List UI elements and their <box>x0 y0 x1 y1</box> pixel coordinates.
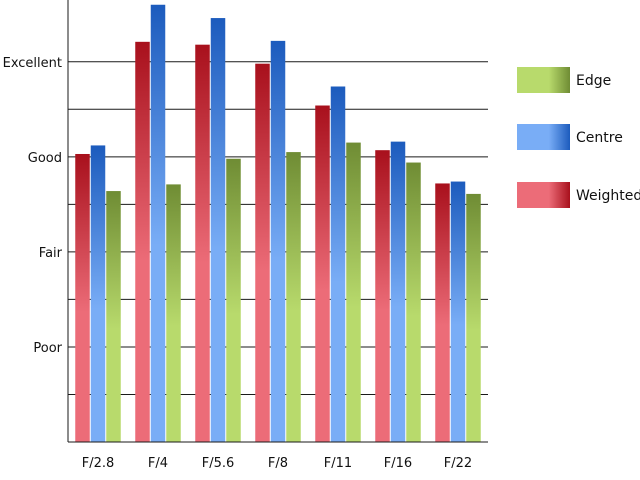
bar-edge-f-2-8 <box>106 191 121 442</box>
y-tick-label: Excellent <box>3 56 62 71</box>
axes <box>67 0 488 443</box>
legend-swatch <box>517 182 570 208</box>
bar-centre-f-4 <box>150 4 166 442</box>
bar-weighted-f-5-6 <box>195 44 210 443</box>
bar-weighted-f-4 <box>135 41 150 442</box>
legend-item-edge: Edge <box>517 67 611 93</box>
bar-centre-f-16 <box>390 141 406 442</box>
bar-centre-f-2-8 <box>90 145 106 442</box>
x-tick-label: F/5.6 <box>202 456 235 471</box>
x-tick-label: F/11 <box>324 456 352 471</box>
legend-label: Weighted <box>576 188 640 204</box>
x-tick-label: F/8 <box>268 456 288 471</box>
bar-edge-f-11 <box>346 142 361 442</box>
legend-label: Centre <box>576 130 623 146</box>
bar-edge-f-16 <box>406 162 421 443</box>
legend-item-weighted: Weighted <box>517 182 640 208</box>
bar-edge-f-22 <box>466 193 481 442</box>
x-tick-label: F/2.8 <box>82 456 115 471</box>
x-tick-label: F/16 <box>384 456 412 471</box>
bar-centre-f-11 <box>330 86 346 442</box>
bar-centre-f-5-6 <box>210 18 226 443</box>
bar-weighted-f-22 <box>435 183 450 442</box>
bar-weighted-f-8 <box>255 63 270 442</box>
x-tick-label: F/4 <box>148 456 168 471</box>
bar-centre-f-22 <box>450 181 466 443</box>
legend-item-centre: Centre <box>517 124 623 150</box>
y-tick-label: Good <box>28 151 62 166</box>
bars <box>75 4 481 443</box>
x-tick-labels: F/2.8 F/4 F/5.6 F/8 F/11 F/16 F/22 <box>82 456 472 471</box>
bar-weighted-f-11 <box>315 105 330 442</box>
x-tick-label: F/22 <box>444 456 472 471</box>
legend-swatch <box>517 67 570 93</box>
y-tick-labels: Poor Fair Good Excellent <box>3 56 63 356</box>
legend-label: Edge <box>576 73 611 89</box>
legend-swatch <box>517 124 570 150</box>
bar-weighted-f-2-8 <box>75 153 90 443</box>
bar-edge-f-8 <box>286 152 301 442</box>
bar-edge-f-5-6 <box>226 158 241 443</box>
y-tick-label: Fair <box>39 246 63 261</box>
legend: Edge Centre Weighted <box>517 67 640 208</box>
bar-edge-f-4 <box>166 184 181 442</box>
bar-centre-f-8 <box>270 40 286 443</box>
bar-weighted-f-16 <box>375 150 390 442</box>
y-tick-label: Poor <box>33 341 62 356</box>
